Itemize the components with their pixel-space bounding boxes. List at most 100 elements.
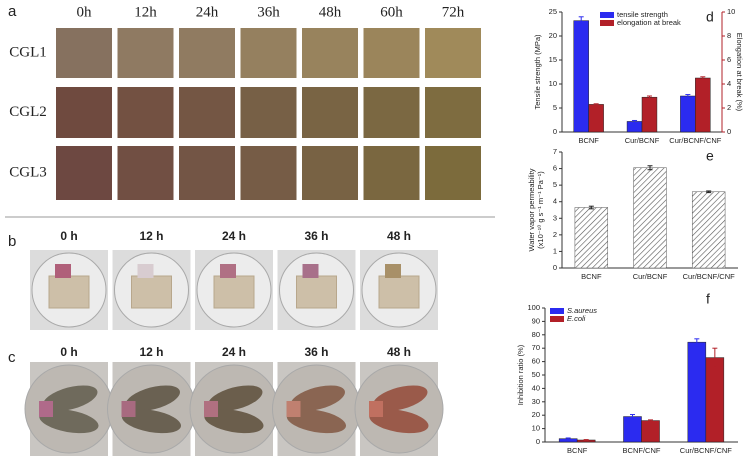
legend-swatch — [550, 316, 564, 322]
x-tick-label: Cur/BCNF — [633, 272, 668, 281]
y2-tick-label: 2 — [727, 103, 731, 112]
y-tick-label: 20 — [532, 410, 540, 419]
color-swatch — [302, 146, 358, 200]
y-axis-label: Inhibition ratio (%) — [516, 344, 525, 405]
shrimp — [369, 409, 429, 434]
color-swatch — [363, 146, 420, 200]
bar — [695, 77, 711, 133]
time-label: 36 h — [304, 229, 328, 243]
color-swatch — [363, 28, 420, 78]
legend-swatch — [550, 308, 564, 314]
color-swatch — [179, 28, 235, 78]
time-label: 0 h — [60, 229, 77, 243]
shrimp — [204, 409, 264, 434]
time-label: 36 h — [304, 345, 328, 359]
y2-tick-label: 6 — [727, 55, 731, 64]
column-header: 60h — [380, 4, 403, 20]
legend-label: tensile strength — [617, 10, 668, 19]
x-tick-label: Cur/BCNF/CNF — [680, 446, 733, 455]
column-header: 24h — [196, 4, 219, 20]
y-tick-label: 60 — [532, 357, 540, 366]
y-tick-label: 25 — [549, 7, 557, 16]
y-tick-label: 70 — [532, 343, 540, 352]
color-swatch — [56, 87, 112, 138]
bar — [574, 207, 609, 269]
shrimp — [43, 385, 98, 412]
bar — [687, 341, 707, 443]
time-label: 24 h — [222, 229, 246, 243]
color-swatch — [302, 87, 358, 138]
shrimp — [208, 385, 263, 412]
indicator — [286, 401, 301, 417]
legend-swatch — [600, 12, 614, 18]
y-tick-label: 6 — [553, 164, 557, 173]
y-tick-label: 7 — [553, 147, 557, 156]
time-label: 24 h — [222, 345, 246, 359]
indicator — [55, 264, 71, 278]
meat — [213, 275, 255, 309]
shrimp — [39, 409, 99, 434]
shrimp — [286, 409, 346, 434]
bar — [680, 95, 696, 133]
bar — [626, 121, 643, 133]
column-header: 72h — [442, 4, 465, 20]
color-swatch — [179, 87, 235, 138]
shrimp — [290, 385, 345, 412]
y-tick-label: 0 — [536, 437, 540, 446]
bar — [641, 96, 658, 133]
color-swatch — [56, 146, 112, 200]
meat — [131, 275, 172, 309]
y2-tick-label: 8 — [727, 31, 731, 40]
x-tick-label: BCNF — [567, 446, 588, 455]
y2-tick-label: 0 — [727, 127, 731, 136]
column-header: 48h — [319, 4, 342, 20]
y-axis-label: Tensile strength (MPa) — [533, 34, 542, 110]
x-tick-label: BCNF/CNF — [623, 446, 661, 455]
y-tick-label: 3 — [553, 213, 557, 222]
row-label: CGL3 — [9, 164, 47, 180]
indicator — [39, 401, 53, 417]
color-swatch — [117, 87, 174, 138]
bar — [573, 20, 589, 133]
x-tick-label: Cur/BCNF/CNF — [669, 136, 722, 145]
y-tick-label: 10 — [549, 79, 557, 88]
panel-label: d — [706, 9, 714, 25]
color-swatch — [117, 28, 174, 78]
time-label: 48 h — [387, 345, 411, 359]
color-swatch — [179, 146, 235, 200]
color-swatch — [425, 146, 481, 200]
indicator — [369, 401, 383, 417]
legend-swatch — [600, 20, 614, 26]
meat — [296, 275, 337, 309]
shrimp — [125, 385, 180, 412]
y-tick-label: 5 — [553, 180, 557, 189]
row-label: CGL1 — [9, 44, 47, 60]
bar — [623, 416, 642, 443]
bar — [691, 191, 726, 269]
y-tick-label: 50 — [532, 370, 540, 379]
indicator — [204, 401, 218, 417]
indicator — [302, 264, 319, 278]
panel-label: c — [8, 349, 16, 366]
y-tick-label: 5 — [553, 103, 557, 112]
column-header: 36h — [257, 4, 280, 20]
column-header: 0h — [77, 4, 93, 20]
panel-label: e — [706, 148, 714, 164]
panel-label: b — [8, 233, 16, 250]
y-tick-label: 0 — [553, 263, 557, 272]
legend-label: E.coli — [567, 314, 586, 323]
y-tick-label: 20 — [549, 31, 557, 40]
x-tick-label: Cur/BCNF/CNF — [683, 272, 736, 281]
color-swatch — [117, 146, 174, 200]
color-swatch — [302, 28, 358, 78]
y-tick-label: 30 — [532, 397, 540, 406]
y2-tick-label: 4 — [727, 79, 731, 88]
y-tick-label: 10 — [532, 424, 540, 433]
y-axis-label: (x10⁻¹⁰ g s⁻¹ m⁻¹ Pa⁻¹) — [536, 171, 545, 249]
color-swatch — [425, 28, 481, 78]
indicator — [137, 264, 154, 278]
y-tick-label: 2 — [553, 230, 557, 239]
y-tick-label: 4 — [553, 197, 557, 206]
y-tick-label: 15 — [549, 55, 557, 64]
